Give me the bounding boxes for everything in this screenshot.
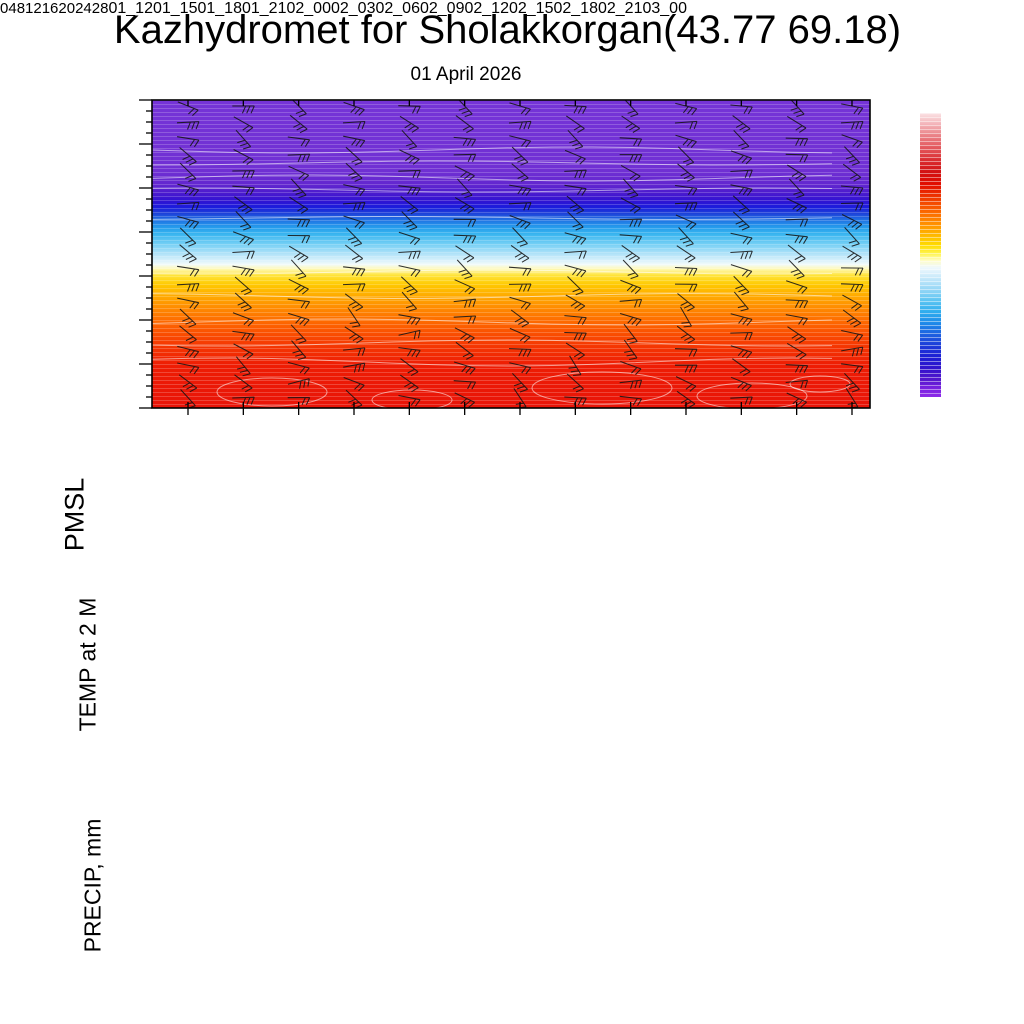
cross-section-x-tick-label: 01_18 [197,0,242,17]
cross-section-x-tick-label: 02_00 [286,0,331,17]
cross-section-y-tick-label: 8 [16,0,26,17]
page-subtitle: 01 April 2026 [410,64,522,85]
cross-section-x-tick-label: 02_18 [553,0,598,17]
cross-section-y-tick-label: 24 [75,0,92,17]
temperature-colorbar [920,113,941,397]
cross-section-x-tick-label: 03_00 [642,0,687,17]
cross-section-x-tick-label: 01_12 [108,0,153,17]
cross-section-x-tick-label: 02_03 [330,0,376,17]
cross-section-x-tick-label: 02_21 [597,0,643,17]
page-title: Kazhydromet for Sholakkorgan(43.77 69.18… [113,8,902,52]
axis-labels-layer: 048121620242801_1201_1501_1801_2102_0002… [0,0,1024,18]
cross-section-x-tick-label: 02_09 [419,0,465,17]
cross-section-x-tick-label: 02_15 [508,0,554,17]
cross-section-y-tick-label: 28 [91,0,109,17]
cross-section-x-tick-label: 02_06 [375,0,420,17]
cross-section-y-tick-label: 0 [0,0,9,17]
cross-section-y-tick-label: 12 [25,0,42,17]
cross-section-y-tick-label: 20 [58,0,76,17]
cross-section-x-tick-label: 01_15 [152,0,198,17]
cross-section-y-tick-label: 4 [8,0,17,17]
cross-section-x-tick-label: 02_12 [464,0,509,17]
cross-section-y-tick-label: 16 [41,0,59,17]
cross-section-x-tick-label: 01_21 [241,0,287,17]
colorbar-segment-lines [920,113,941,397]
